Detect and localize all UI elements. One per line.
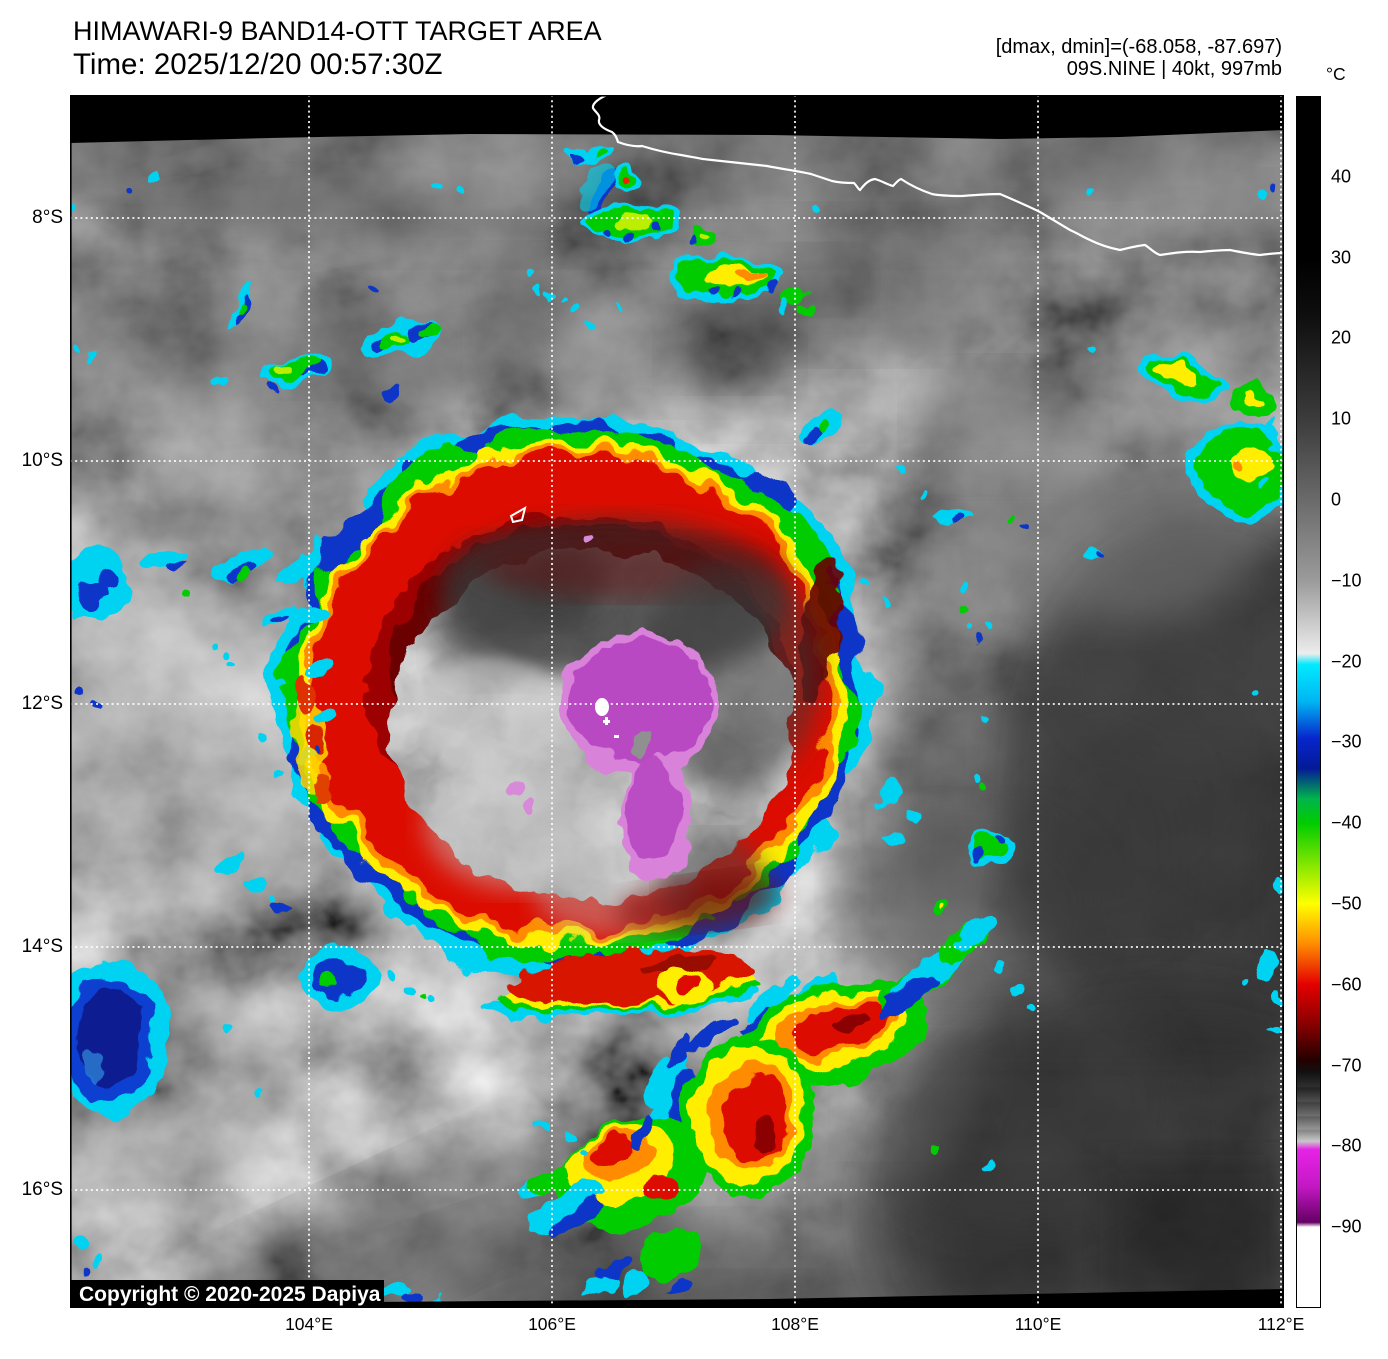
svg-text:Copyright © 2020-2025 Dapiya: Copyright © 2020-2025 Dapiya bbox=[79, 1283, 381, 1306]
